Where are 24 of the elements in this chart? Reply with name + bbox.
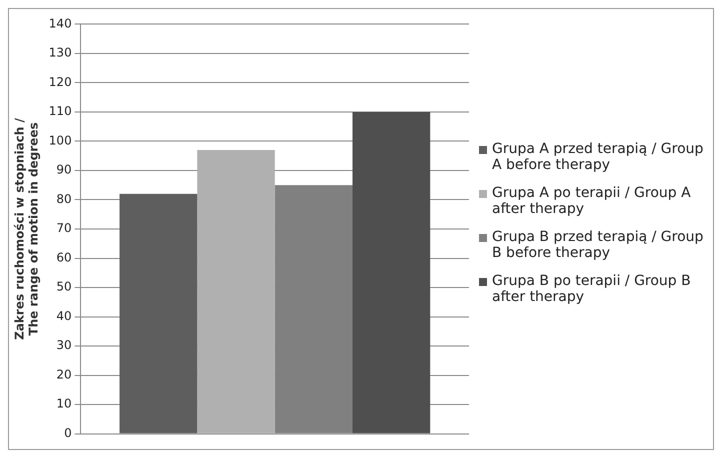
y-tick-label: 120 <box>48 74 72 89</box>
bar <box>274 185 353 434</box>
bar <box>352 112 430 434</box>
legend-label: Grupa B przed terapią / Group B before therapy <box>492 229 704 261</box>
y-tick-label: 40 <box>56 308 72 323</box>
y-tick-label: 10 <box>56 396 72 411</box>
y-tick-label: 70 <box>56 221 72 236</box>
legend-label: Grupa A przed terapią / Group A before therapy <box>492 141 704 173</box>
y-axis-title: Zakres ruchomości w stopniach / The range of motion in degrees <box>12 118 41 340</box>
legend-label: Grupa B po terapii / Group B after therapy <box>492 273 692 305</box>
y-tick-label: 130 <box>48 46 72 60</box>
legend-label: Grupa A po terapii / Group A after therapy <box>492 185 692 217</box>
y-tick-label: 110 <box>48 104 72 118</box>
y-tick-label: 60 <box>56 250 72 264</box>
y-tick-label: 90 <box>56 162 72 177</box>
bar <box>197 150 275 434</box>
y-tick-label: 0 <box>64 426 72 440</box>
y-tick-label: 100 <box>48 133 72 148</box>
y-tick-label: 30 <box>56 338 72 352</box>
bar <box>120 194 198 434</box>
y-tick-label: 140 <box>48 16 72 30</box>
y-tick-label: 20 <box>56 367 72 382</box>
y-tick-label: 50 <box>56 280 72 294</box>
y-tick-label: 80 <box>56 192 72 206</box>
